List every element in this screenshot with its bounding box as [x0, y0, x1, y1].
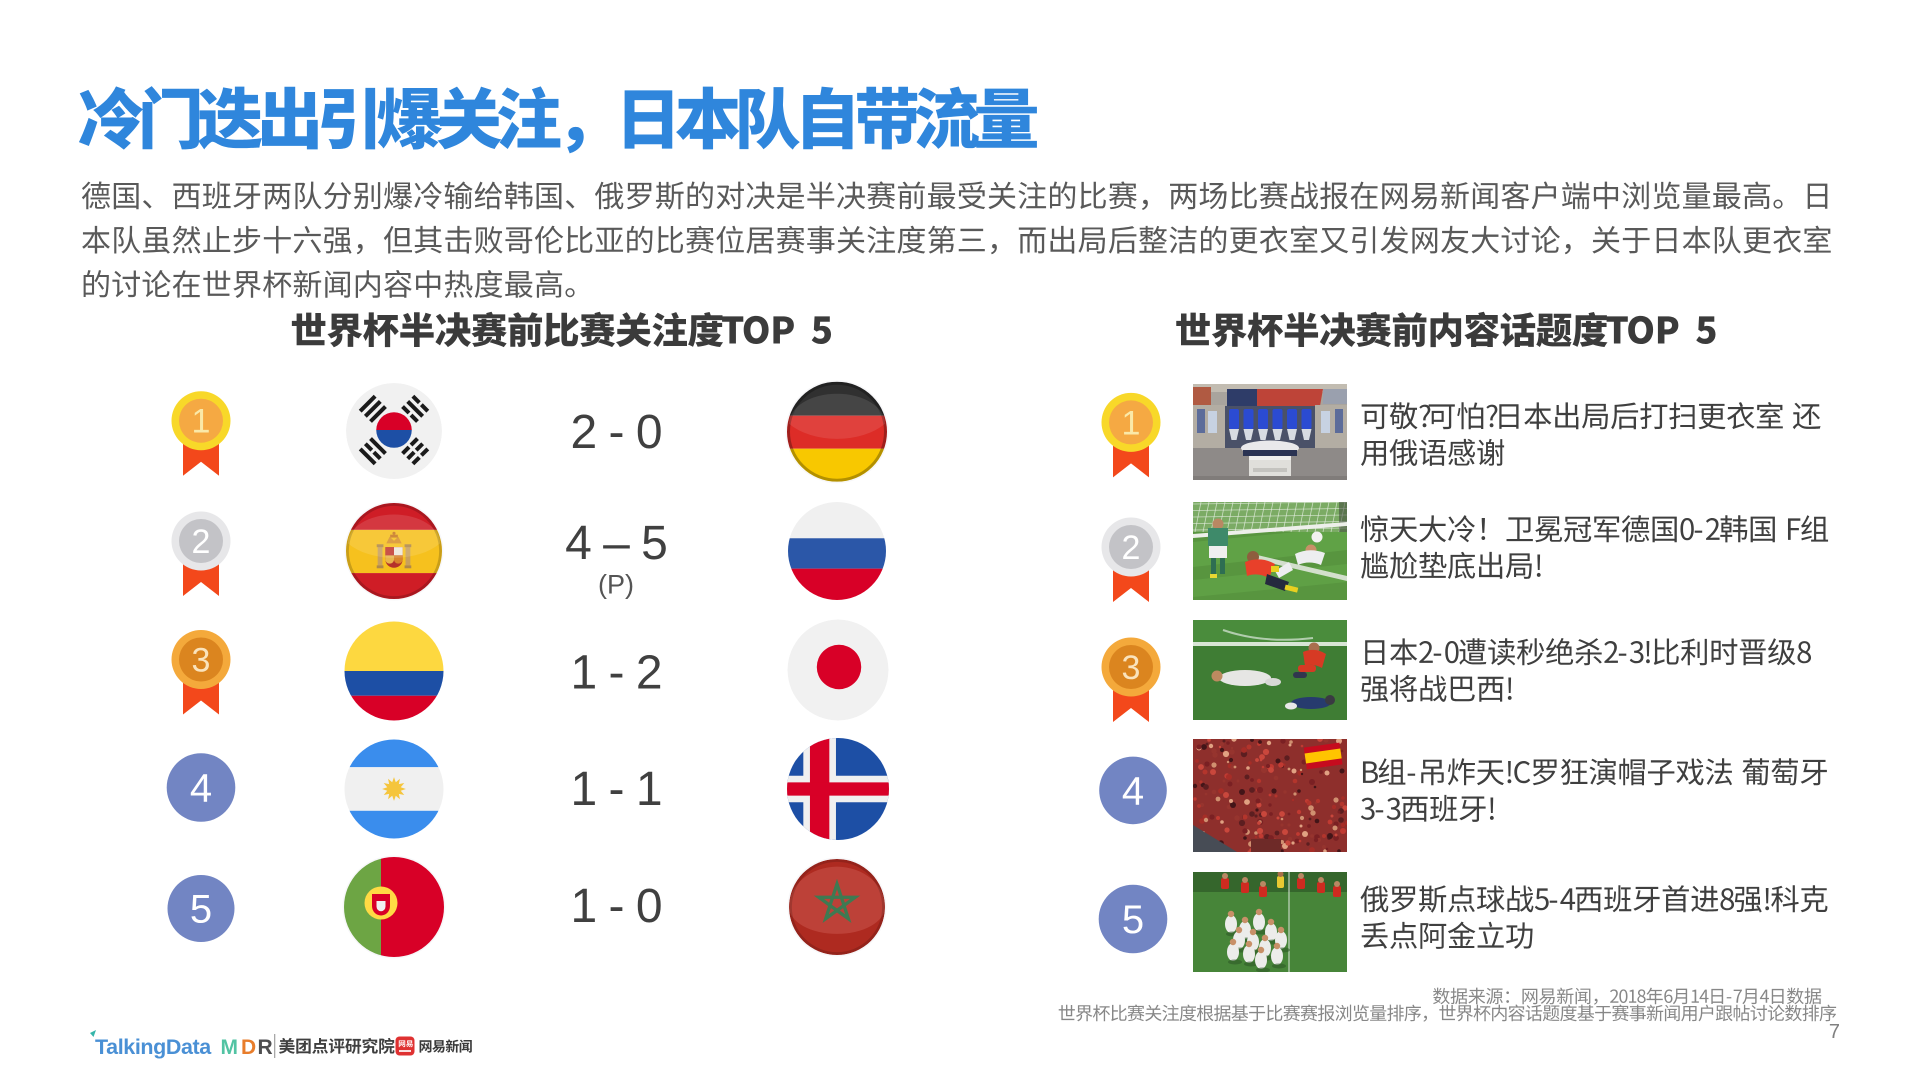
- svg-text:5: 5: [190, 888, 212, 932]
- svg-text:1: 1: [192, 403, 211, 441]
- svg-text:1 - 1: 1 - 1: [570, 763, 661, 816]
- svg-text:5: 5: [1122, 898, 1144, 942]
- svg-text:TalkingData: TalkingData: [95, 1035, 212, 1059]
- svg-text:M: M: [221, 1036, 240, 1059]
- svg-text:4 – 5: 4 – 5: [565, 517, 667, 570]
- svg-text:(P): (P): [598, 570, 634, 600]
- svg-text:D: D: [241, 1036, 256, 1059]
- svg-text:1: 1: [1122, 404, 1141, 442]
- svg-text:4: 4: [190, 767, 212, 811]
- svg-text:4: 4: [1122, 769, 1144, 813]
- svg-text:1 - 0: 1 - 0: [570, 880, 661, 933]
- svg-text:7: 7: [1829, 1021, 1840, 1043]
- svg-text:2: 2: [192, 523, 211, 561]
- svg-text:3: 3: [192, 642, 211, 680]
- svg-text:R: R: [258, 1036, 273, 1059]
- svg-text:3: 3: [1122, 649, 1141, 687]
- svg-text:1 - 2: 1 - 2: [570, 647, 661, 700]
- svg-text:2: 2: [1122, 529, 1141, 567]
- svg-text:2 - 0: 2 - 0: [570, 406, 661, 459]
